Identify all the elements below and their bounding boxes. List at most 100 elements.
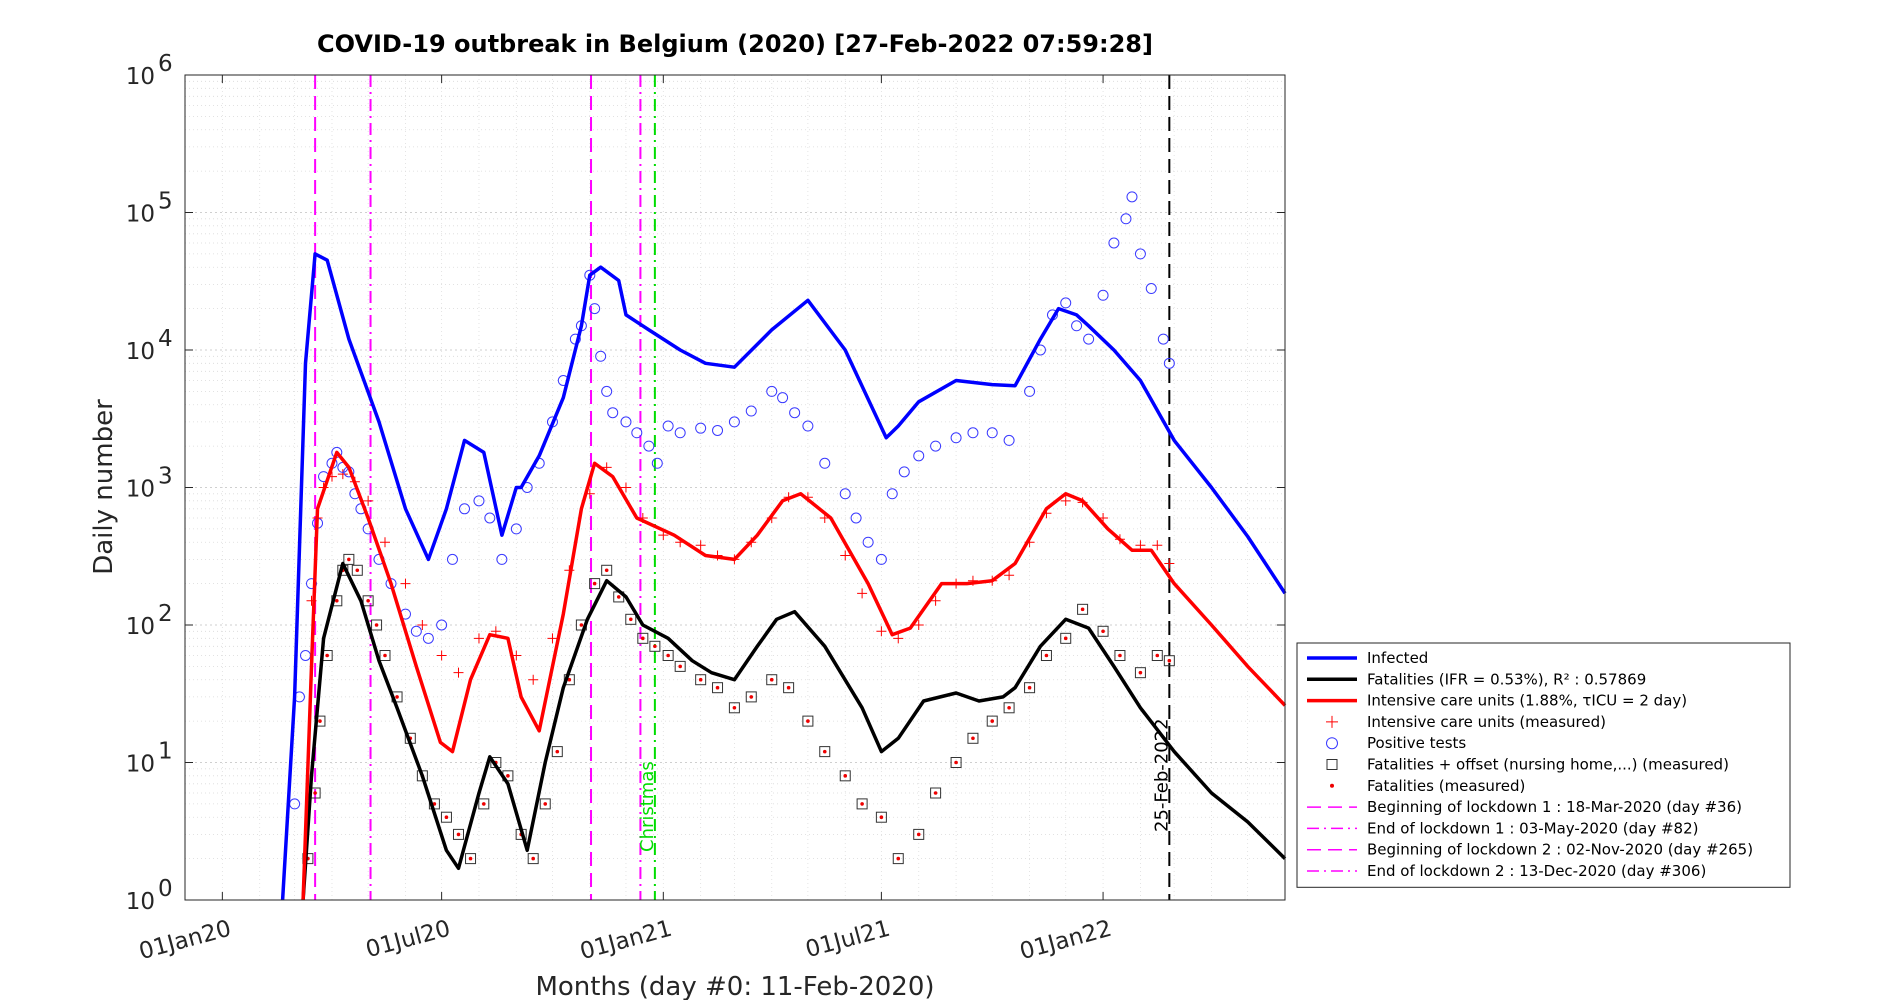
fatality-offset-marker — [783, 682, 795, 694]
icu-measured-marker — [400, 578, 411, 589]
positive-test-marker — [802, 420, 814, 432]
fatality-measured-marker — [313, 791, 317, 795]
fatality-offset-marker — [950, 757, 962, 768]
icu-measured-marker — [1060, 495, 1071, 506]
legend-square-swatch — [1326, 759, 1338, 770]
positive-test-marker — [930, 440, 942, 452]
fatality-measured-marker — [749, 695, 754, 699]
legend-label: Beginning of lockdown 1 : 18-Mar-2020 (d… — [1367, 798, 1742, 816]
fatality-measured-marker — [1167, 658, 1172, 663]
positive-test-marker — [410, 625, 422, 637]
fatality-measured-marker — [395, 695, 399, 699]
legend: Infected Fatalities (IFR = 0.53%), R² : 0… — [1296, 642, 1791, 888]
fatality-measured-marker — [653, 644, 657, 649]
fatality-offset-marker — [1003, 702, 1015, 714]
fatality-offset-marker — [674, 660, 686, 672]
y-tick-label-exponent: 2 — [158, 601, 173, 627]
fatality-measured-marker — [715, 685, 720, 690]
fatality-offset-marker — [551, 746, 563, 758]
icu-measured-marker — [380, 537, 390, 548]
y-tick-label: 10 — [126, 477, 155, 503]
fatality-measured-marker — [843, 774, 848, 778]
fatality-offset-marker — [839, 770, 851, 782]
fatality-measured-marker — [567, 677, 572, 682]
fatality-offset-marker — [1040, 650, 1052, 662]
positive-test-marker — [436, 619, 448, 631]
icu-measured-marker — [876, 626, 887, 637]
icu-measured-marker — [913, 620, 924, 630]
fatality-measured-marker — [604, 568, 609, 573]
fatality-offset-marker — [637, 632, 649, 644]
y-tick-label-exponent: 6 — [158, 51, 173, 77]
legend-box — [1296, 642, 1791, 888]
positive-test-marker — [1163, 357, 1175, 369]
fatality-offset-marker — [478, 798, 490, 810]
positive-test-marker — [967, 427, 979, 439]
chart-title: COVID-19 outbreak in Belgium (2020) [27-… — [317, 30, 1153, 58]
fatality-offset-marker — [892, 853, 904, 865]
fatality-offset-marker — [465, 853, 477, 865]
fatality-offset-marker — [343, 553, 355, 565]
fatality-measured-marker — [698, 677, 703, 682]
event-line-label: 25-Feb-2022 — [1151, 718, 1172, 832]
fatality-offset-marker — [1077, 603, 1089, 615]
icu-measured-marker — [1152, 540, 1163, 551]
fatality-measured-marker — [366, 598, 370, 603]
y-tick-label-exponent: 4 — [158, 326, 173, 352]
fatality-offset-marker — [1097, 625, 1109, 637]
fatality-measured-marker — [1080, 607, 1085, 612]
positive-test-marker — [886, 488, 898, 500]
positive-test-marker — [607, 407, 619, 419]
fatality-offset-marker — [440, 811, 452, 823]
fatality-offset-marker — [712, 682, 724, 694]
positive-test-marker — [484, 512, 496, 524]
icu-measured-marker — [840, 550, 851, 561]
fatality-offset-marker — [802, 715, 814, 727]
positive-test-marker — [496, 553, 508, 565]
fatality-measured-marker — [468, 856, 473, 861]
fatality-offset-marker — [745, 691, 757, 703]
icu-measured-marker — [893, 633, 904, 644]
fatality-offset-marker — [662, 650, 674, 662]
positive-test-marker — [306, 578, 318, 590]
legend-label: Intensive care units (1.88%, τICU = 2 da… — [1367, 692, 1687, 710]
fatality-offset-marker — [1024, 682, 1036, 694]
fatality-offset-marker — [371, 619, 383, 631]
fatality-measured-marker — [896, 856, 901, 861]
fatality-measured-marker — [628, 617, 633, 622]
positive-test-marker — [986, 427, 998, 439]
fatality-offset-marker — [379, 650, 391, 662]
positive-test-marker — [839, 488, 851, 500]
fatality-measured-marker — [678, 664, 682, 669]
fatality-offset-marker — [1134, 667, 1146, 679]
fatality-offset-marker — [625, 613, 637, 625]
fatality-measured-marker — [592, 581, 597, 586]
event-line-label: Christmas — [637, 761, 658, 852]
fatality-offset-marker — [930, 787, 942, 799]
positive-test-marker — [1120, 213, 1132, 225]
fatality-measured-marker — [444, 815, 449, 820]
y-tick-label-exponent: 0 — [158, 876, 173, 902]
y-tick-label: 10 — [126, 889, 155, 915]
positive-test-marker — [1134, 248, 1146, 260]
icu-measured-marker — [930, 595, 941, 606]
positive-test-marker — [1083, 333, 1095, 345]
positive-test-marker — [473, 495, 485, 507]
vertical-event-lines: Christmas 25-Feb-2022 — [314, 75, 1172, 900]
legend-label: Fatalities (IFR = 0.53%), R² : 0.57869 — [1367, 670, 1646, 688]
fatality-measured-marker — [1138, 670, 1143, 675]
positive-test-marker — [1097, 289, 1109, 301]
fatality-offset-marker — [452, 828, 464, 840]
fatality-offset-marker — [601, 564, 613, 576]
fatality-measured-marker — [769, 677, 774, 682]
icu-measured-marker — [547, 633, 558, 644]
positive-test-marker — [862, 536, 874, 548]
fatality-measured-marker — [481, 802, 486, 806]
legend-label: Beginning of lockdown 2 : 02-Nov-2020 (d… — [1367, 841, 1753, 859]
fatality-offset-marker — [649, 640, 661, 652]
fatality-measured-marker — [1007, 705, 1011, 710]
positive-test-marker — [1126, 191, 1138, 203]
y-tick-label: 10 — [126, 64, 155, 90]
fatality-measured-marker — [1118, 653, 1122, 658]
positive-test-marker — [651, 457, 663, 469]
